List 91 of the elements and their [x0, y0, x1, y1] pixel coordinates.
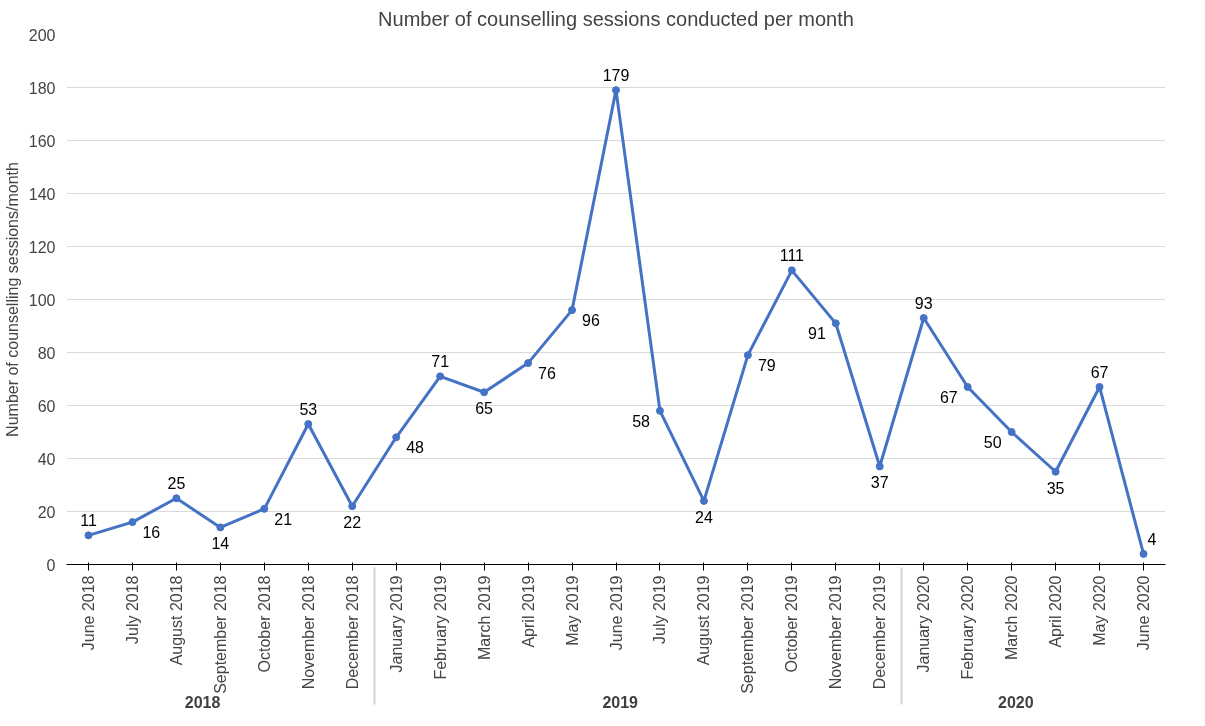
point — [831, 319, 840, 328]
point — [84, 531, 93, 540]
data-label: 48 — [406, 439, 425, 457]
x-tick-label: September 2018 — [211, 575, 229, 694]
data-label: 79 — [757, 357, 776, 375]
text: 2019 — [602, 693, 639, 711]
point — [1007, 428, 1016, 436]
point — [875, 462, 884, 471]
data-label: 53 — [299, 401, 318, 419]
x-tick-label: June 2018 — [79, 575, 97, 651]
x-tick-label: June 2020 — [1135, 575, 1153, 651]
data-label: 4 — [1147, 530, 1157, 548]
x-tick-label: May 2020 — [1091, 575, 1109, 646]
x-tick-label: December 2018 — [343, 575, 361, 690]
y-tick-label: 60 — [37, 397, 56, 415]
point — [787, 266, 796, 275]
data-label: 24 — [695, 508, 713, 526]
data-label: 71 — [431, 353, 450, 371]
x-tick-label: November 2018 — [299, 575, 317, 690]
x-tick-label: October 2019 — [783, 575, 801, 673]
data-label: 11 — [80, 512, 97, 530]
data-label: 76 — [538, 365, 556, 383]
data-label: 67 — [1090, 363, 1109, 381]
y-axis-title: Number of counselling sessions/month — [3, 162, 21, 437]
x-tick-label: December 2019 — [871, 575, 889, 690]
point — [260, 504, 269, 513]
x-tick-label: August 2019 — [695, 575, 713, 666]
chart-title: Number of counselling sessions conducted per month — [378, 7, 854, 30]
x-tick-label: May 2019 — [563, 575, 581, 646]
point — [699, 496, 708, 505]
point — [919, 314, 928, 323]
point — [524, 359, 533, 368]
point — [1051, 467, 1060, 476]
data-label: 179 — [602, 67, 630, 85]
data-label: 111 — [779, 247, 805, 265]
point — [392, 433, 401, 442]
x-tick-label: July 2018 — [123, 575, 141, 644]
data-label: 93 — [914, 295, 933, 313]
y-tick-label: 200 — [28, 26, 56, 44]
point — [1095, 382, 1104, 391]
data-label: 21 — [274, 510, 293, 528]
x-tick-label: January 2020 — [915, 575, 933, 673]
point — [568, 306, 577, 315]
x-tick-label: September 2019 — [739, 575, 757, 694]
point — [304, 420, 313, 429]
data-label: 16 — [142, 524, 161, 542]
x-tick-label: February 2020 — [959, 575, 977, 680]
text: 2020 — [998, 693, 1034, 711]
y-tick-label: 140 — [28, 185, 56, 203]
point — [480, 388, 489, 397]
data-label: 50 — [983, 434, 1002, 451]
data-label: 91 — [808, 325, 826, 343]
point — [128, 518, 137, 527]
data-label: 37 — [870, 474, 889, 492]
x-tick-label: March 2020 — [1003, 575, 1021, 660]
point — [612, 86, 620, 95]
y-tick-label: 20 — [37, 503, 56, 521]
point — [172, 494, 181, 503]
point — [348, 502, 357, 511]
x-tick-label: January 2019 — [387, 575, 405, 673]
data-label: 96 — [582, 312, 600, 330]
data-label: 35 — [1046, 479, 1065, 497]
x-tick-label: October 2018 — [255, 575, 273, 673]
x-tick-label: July 2019 — [651, 575, 669, 644]
y-tick-label: 80 — [37, 344, 56, 362]
x-tick-label: June 2019 — [607, 575, 625, 651]
point — [436, 372, 445, 381]
y-tick-label: 120 — [28, 238, 56, 256]
point — [963, 382, 972, 391]
point — [1139, 549, 1148, 558]
x-tick-label: April 2020 — [1047, 575, 1065, 648]
data-label: 67 — [939, 388, 958, 406]
y-tick-label: 100 — [28, 291, 56, 309]
data-label: 14 — [211, 535, 230, 553]
data-label: 22 — [343, 514, 362, 532]
x-tick-label: February 2019 — [431, 575, 449, 680]
point — [743, 351, 752, 360]
data-label: 25 — [167, 475, 186, 493]
point — [655, 406, 664, 415]
y-tick-label: 160 — [28, 132, 56, 150]
y-tick-label: 40 — [37, 450, 56, 468]
y-tick-label: 0 — [46, 556, 56, 574]
y-tick-label: 180 — [28, 79, 56, 97]
text: 2018 — [184, 693, 221, 711]
x-tick-label: March 2019 — [475, 575, 493, 660]
data-label: 65 — [475, 400, 494, 418]
point — [216, 523, 225, 532]
x-tick-label: November 2019 — [827, 575, 845, 690]
x-tick-label: April 2019 — [519, 575, 537, 648]
x-tick-label: August 2018 — [167, 575, 185, 666]
data-label: 58 — [632, 412, 651, 430]
